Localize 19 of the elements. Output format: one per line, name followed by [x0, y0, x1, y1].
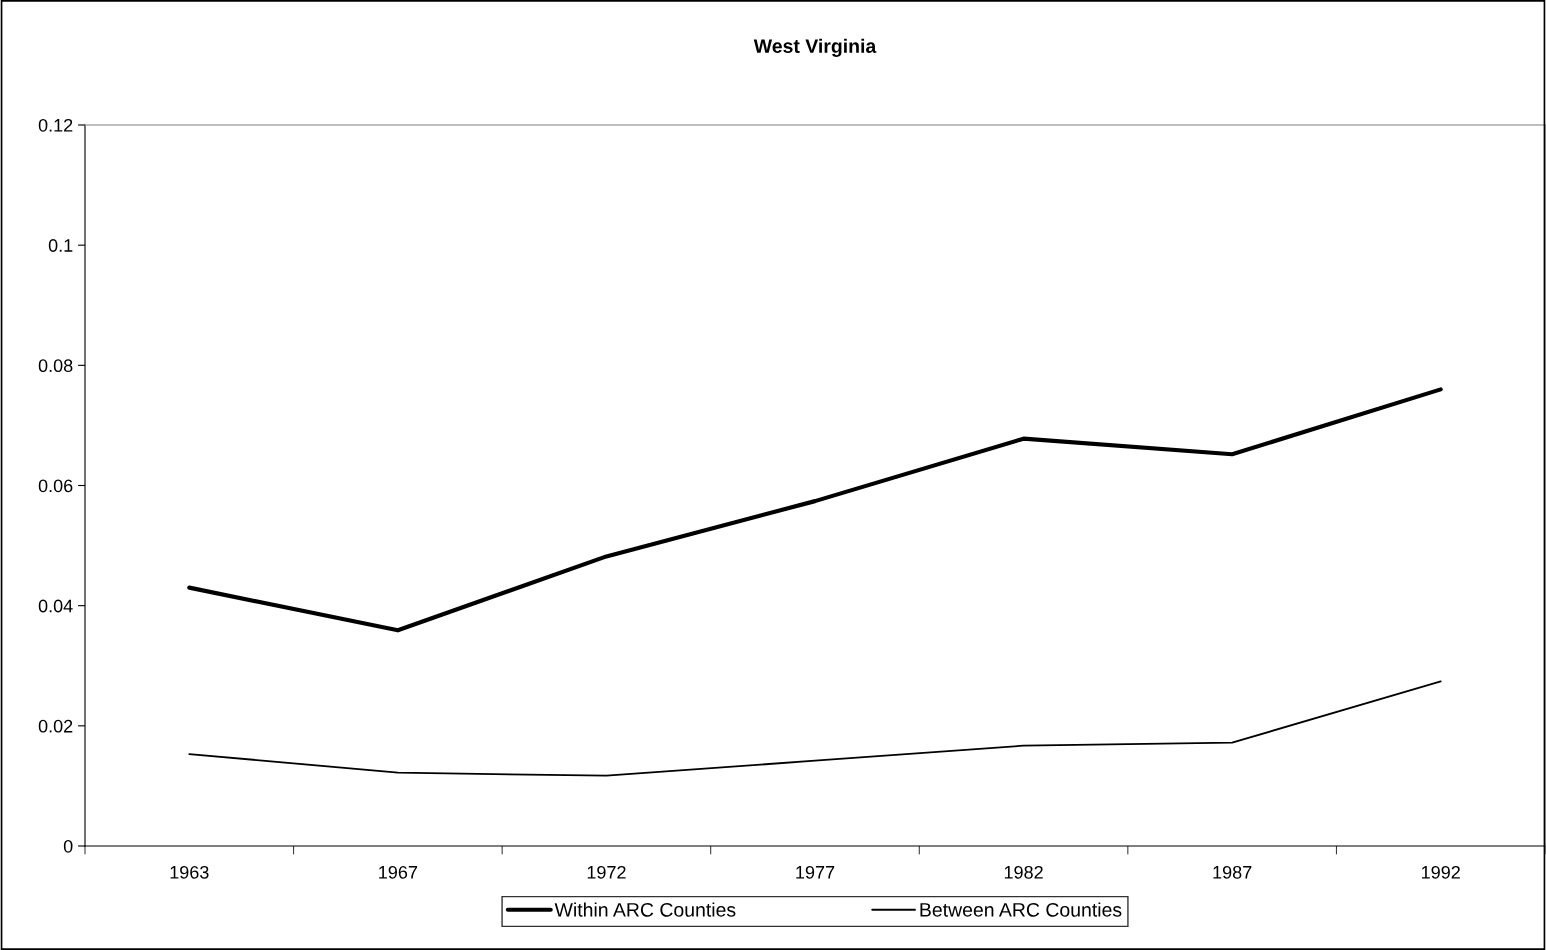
x-tick-label: 1987	[1213, 865, 1252, 879]
x-tick-label: 1963	[170, 865, 209, 879]
x-tick-label: 1992	[1422, 865, 1460, 879]
legend-label: Within ARC Counties	[554, 902, 736, 917]
line-series	[188, 680, 1442, 777]
y-tick-label: 0.1	[48, 239, 73, 252]
x-tick-label: 1977	[796, 865, 835, 879]
y-tick-label: 0.04	[38, 599, 73, 613]
x-tick-label: 1972	[587, 865, 626, 879]
y-tick-label: 0.06	[38, 479, 73, 493]
line-series	[187, 387, 1443, 633]
chart-title: West Virginia	[753, 38, 877, 57]
y-tick-label: 0.08	[38, 359, 73, 373]
x-tick-label: 1967	[379, 865, 418, 879]
y-tick-label: 0.02	[38, 719, 73, 733]
y-tick-label: 0.12	[38, 118, 73, 132]
legend-label: Between ARC Counties	[920, 902, 1122, 917]
x-tick-label: 1982	[1004, 865, 1043, 879]
y-tick-label: 0	[63, 839, 73, 853]
